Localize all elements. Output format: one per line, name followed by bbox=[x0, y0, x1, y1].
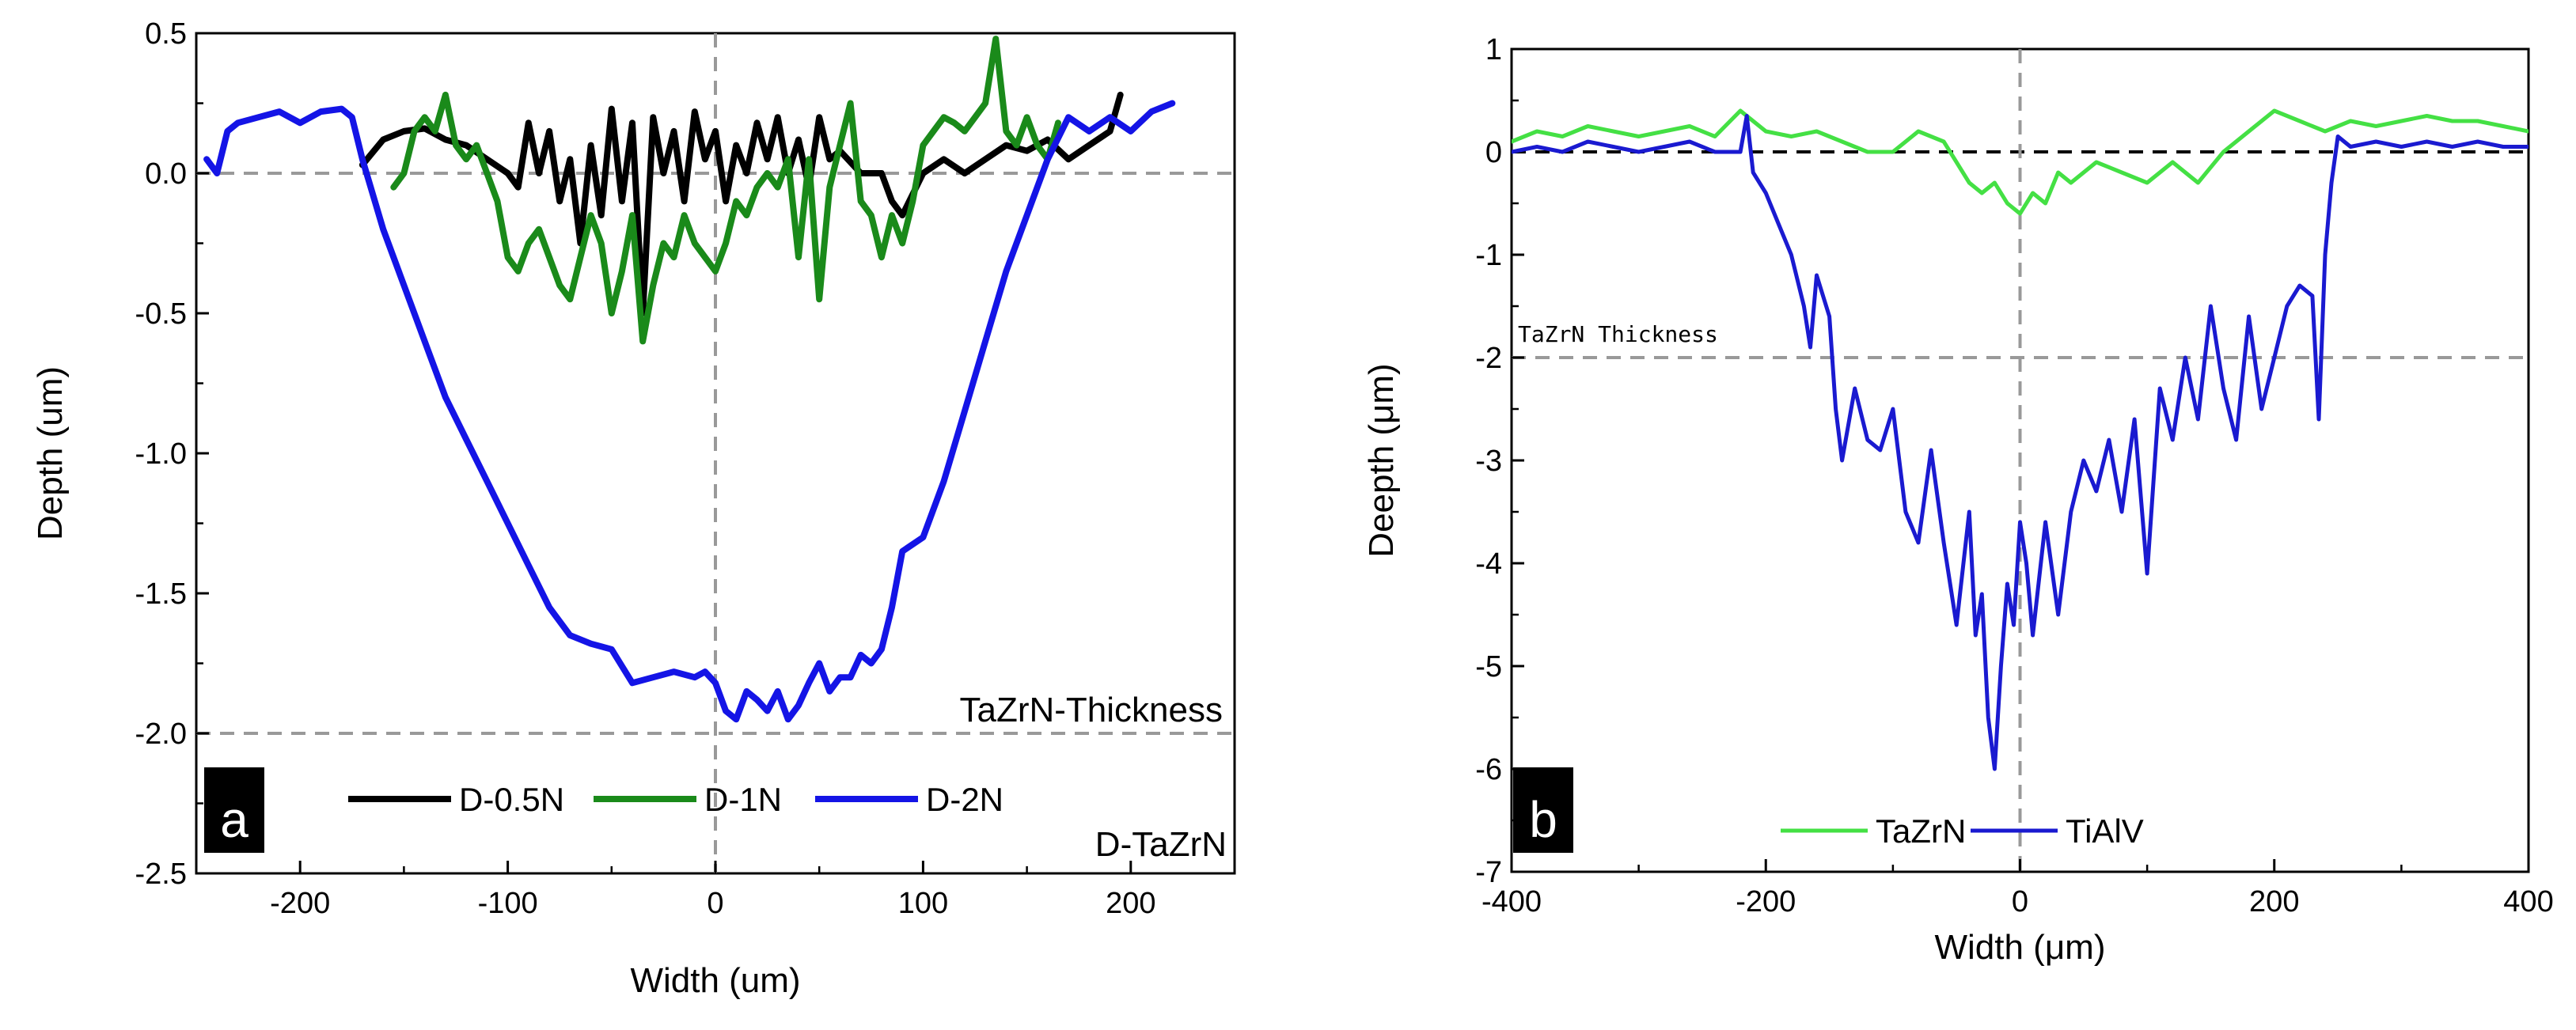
panel-b: -400 -200 0 200 400 1 0 -1 -2 -3 -4 -5 -6 -7 Width (μm… bbox=[1362, 33, 2554, 967]
thickness-annotation: TaZrN Thickness bbox=[1518, 321, 1718, 347]
series-line-tazrn bbox=[1512, 108, 2529, 216]
y-tick-label: -3 bbox=[1475, 445, 1502, 478]
x-tick-label: -200 bbox=[1736, 885, 1796, 918]
y-tick-label: -1.0 bbox=[135, 437, 187, 471]
series-line-d-1n bbox=[390, 36, 1061, 345]
y-tick-label: -2.5 bbox=[135, 858, 187, 891]
y-tick-label: -0.5 bbox=[135, 297, 187, 331]
panel-a: -200 -100 0 100 200 0.5 0.0 -0.5 -1.0 -1.5 -2.0 -2.… bbox=[31, 17, 1236, 1000]
x-tick-label: -400 bbox=[1481, 885, 1542, 918]
legend-entry: TaZrN bbox=[1876, 812, 1966, 850]
x-tick-label: 200 bbox=[2249, 885, 2299, 918]
y-tick-label: -5 bbox=[1475, 650, 1502, 684]
y-axis-label: Deepth (μm) bbox=[1362, 363, 1401, 557]
series-group bbox=[1512, 108, 2529, 771]
y-tick-label: -2 bbox=[1475, 342, 1502, 375]
x-tick-label: 0 bbox=[707, 887, 723, 920]
sample-annotation: D-TaZrN bbox=[1095, 825, 1227, 864]
y-tick-label: 0.5 bbox=[145, 17, 187, 51]
y-tick-label: 0 bbox=[1485, 136, 1502, 169]
legend-entry: D-1N bbox=[704, 781, 782, 818]
y-tick-label: -6 bbox=[1475, 753, 1502, 786]
x-tick-label: 0 bbox=[2012, 885, 2028, 918]
panel-label-badge bbox=[1513, 767, 1573, 853]
legend-entry: D-0.5N bbox=[459, 781, 564, 818]
x-tick-label: 400 bbox=[2503, 885, 2553, 918]
y-tick-label: -2.0 bbox=[135, 718, 187, 751]
legend-entry: D-2N bbox=[926, 781, 1003, 818]
panel-label: a bbox=[220, 791, 248, 848]
y-tick-label: -4 bbox=[1475, 547, 1502, 581]
panel-label-badge bbox=[204, 767, 264, 853]
series-group bbox=[203, 36, 1176, 723]
series-line-d-0-5n bbox=[359, 91, 1124, 316]
panel-label: b bbox=[1529, 791, 1557, 848]
y-tick-label: 1 bbox=[1485, 33, 1502, 66]
x-axis-label: Width (μm) bbox=[1934, 928, 2105, 967]
y-tick-label: -1 bbox=[1475, 239, 1502, 272]
y-tick-label: -7 bbox=[1475, 856, 1502, 889]
x-tick-label: -200 bbox=[270, 887, 330, 920]
series-line-tialv bbox=[1512, 114, 2529, 771]
x-axis-label: Width (um) bbox=[630, 961, 800, 1000]
legend-entry: TiAlV bbox=[2066, 812, 2144, 850]
y-tick-label: 0.0 bbox=[145, 157, 187, 191]
y-tick-label: -1.5 bbox=[135, 577, 187, 611]
y-axis-label: Depth (um) bbox=[31, 366, 70, 540]
series-line-d-2n bbox=[203, 100, 1176, 723]
thickness-annotation: TaZrN-Thickness bbox=[960, 691, 1224, 729]
x-tick-label: -100 bbox=[478, 887, 538, 920]
x-tick-label: 100 bbox=[898, 887, 948, 920]
x-tick-label: 200 bbox=[1106, 887, 1155, 920]
